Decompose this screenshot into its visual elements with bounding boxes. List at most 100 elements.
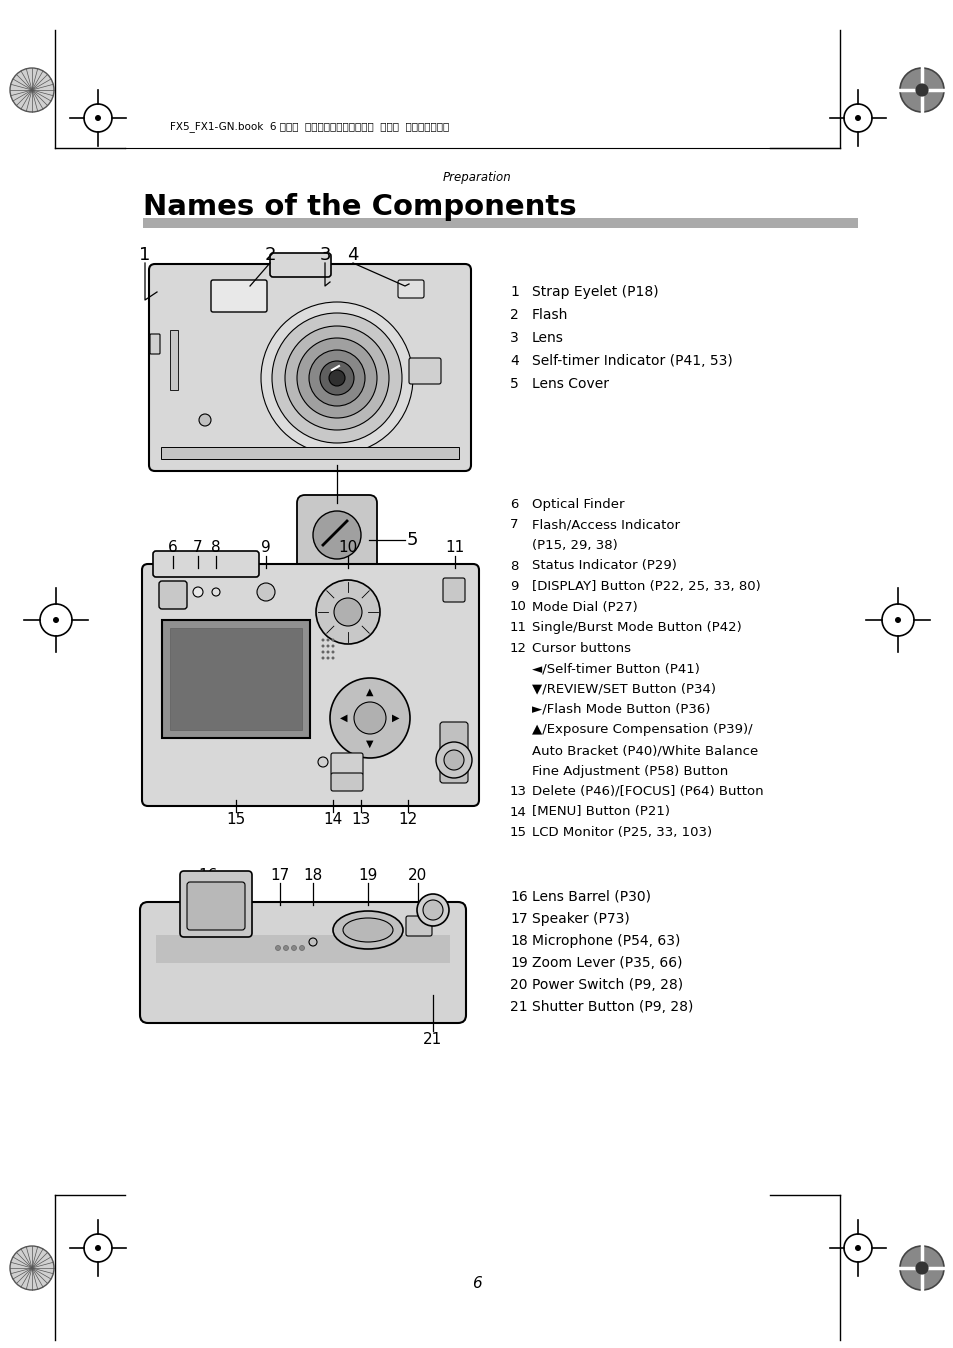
FancyBboxPatch shape (409, 359, 440, 384)
Text: 12: 12 (510, 642, 526, 655)
Text: Single/Burst Mode Button (P42): Single/Burst Mode Button (P42) (532, 621, 741, 634)
Text: 3: 3 (510, 332, 518, 345)
Text: Self-timer Indicator (P41, 53): Self-timer Indicator (P41, 53) (532, 355, 732, 368)
Text: 1: 1 (139, 245, 151, 264)
Text: Mode Dial (P27): Mode Dial (P27) (532, 600, 638, 613)
FancyBboxPatch shape (150, 334, 160, 355)
Text: Auto Bracket (P40)/White Balance: Auto Bracket (P40)/White Balance (532, 744, 758, 758)
Text: 4: 4 (510, 355, 518, 368)
Text: 12: 12 (398, 813, 417, 828)
Text: ▼/REVIEW/SET Button (P34): ▼/REVIEW/SET Button (P34) (532, 682, 716, 696)
Circle shape (321, 639, 324, 642)
Circle shape (272, 313, 401, 443)
Text: ▶: ▶ (392, 713, 399, 723)
Circle shape (321, 651, 324, 654)
Text: 6: 6 (168, 541, 177, 555)
Circle shape (326, 639, 329, 642)
Text: 21: 21 (423, 1033, 442, 1047)
Text: Lens Barrel (P30): Lens Barrel (P30) (532, 890, 650, 905)
Text: 4: 4 (347, 245, 358, 264)
FancyBboxPatch shape (397, 280, 423, 298)
Text: Status Indicator (P29): Status Indicator (P29) (532, 559, 677, 573)
Circle shape (330, 678, 410, 758)
Text: (P15, 29, 38): (P15, 29, 38) (532, 539, 618, 551)
Text: Zoom Lever (P35, 66): Zoom Lever (P35, 66) (532, 956, 681, 971)
Bar (156, 936, 450, 962)
Text: Shutter Button (P9, 28): Shutter Button (P9, 28) (532, 1000, 693, 1014)
Text: Names of the Components: Names of the Components (143, 193, 576, 221)
Circle shape (10, 67, 54, 112)
Text: 18: 18 (303, 868, 322, 883)
Circle shape (422, 900, 442, 919)
Circle shape (212, 588, 220, 596)
Text: 11: 11 (445, 541, 464, 555)
Circle shape (309, 350, 365, 406)
Circle shape (10, 1246, 54, 1290)
Circle shape (256, 582, 274, 601)
Circle shape (299, 945, 304, 950)
Text: 2: 2 (264, 245, 275, 264)
Text: 15: 15 (510, 826, 526, 838)
Text: Power Switch (P9, 28): Power Switch (P9, 28) (532, 979, 682, 992)
Circle shape (331, 656, 335, 659)
Circle shape (315, 580, 379, 644)
Circle shape (899, 67, 943, 112)
Text: FX5_FX1-GN.book  6 ページ  ２００３年１２月１７日  水曜日  午前９時２０分: FX5_FX1-GN.book 6 ページ ２００３年１２月１７日 水曜日 午前… (170, 121, 449, 132)
FancyBboxPatch shape (159, 581, 187, 609)
Text: 6: 6 (510, 497, 517, 511)
Text: 18: 18 (510, 934, 527, 948)
Bar (143, 218, 857, 228)
Text: 13: 13 (351, 813, 371, 828)
Text: 10: 10 (338, 541, 357, 555)
Bar (170, 628, 302, 731)
Text: 3: 3 (319, 245, 331, 264)
Text: [DISPLAY] Button (P22, 25, 33, 80): [DISPLAY] Button (P22, 25, 33, 80) (532, 580, 760, 593)
Text: 8: 8 (510, 559, 517, 573)
Circle shape (313, 511, 360, 559)
FancyBboxPatch shape (406, 917, 432, 936)
Text: ◀: ◀ (340, 713, 348, 723)
Text: ▲: ▲ (366, 687, 374, 697)
Circle shape (199, 414, 211, 426)
Text: 1: 1 (510, 284, 518, 299)
FancyBboxPatch shape (149, 264, 471, 470)
Circle shape (899, 1246, 943, 1290)
Text: Cursor buttons: Cursor buttons (532, 642, 630, 655)
Text: 19: 19 (510, 956, 527, 971)
Circle shape (95, 115, 101, 121)
Text: Delete (P46)/[FOCUS] (P64) Button: Delete (P46)/[FOCUS] (P64) Button (532, 785, 762, 798)
Text: Flash: Flash (532, 307, 568, 322)
Bar (170, 330, 178, 390)
Text: Flash/Access Indicator: Flash/Access Indicator (532, 519, 679, 531)
Text: 13: 13 (510, 785, 526, 798)
Ellipse shape (343, 918, 393, 942)
Circle shape (283, 945, 288, 950)
Text: 2: 2 (510, 307, 518, 322)
Text: ◄/Self-timer Button (P41): ◄/Self-timer Button (P41) (532, 662, 700, 675)
Bar (162, 620, 310, 737)
Circle shape (319, 361, 354, 395)
Circle shape (854, 1246, 861, 1251)
Text: 21: 21 (510, 1000, 527, 1014)
FancyBboxPatch shape (180, 871, 252, 937)
Text: Fine Adjustment (P58) Button: Fine Adjustment (P58) Button (532, 764, 727, 778)
Circle shape (329, 369, 345, 386)
FancyBboxPatch shape (439, 723, 468, 783)
Circle shape (854, 115, 861, 121)
Text: [MENU] Button (P21): [MENU] Button (P21) (532, 806, 669, 818)
Circle shape (354, 702, 386, 735)
Text: 15: 15 (226, 813, 245, 828)
Text: 17: 17 (270, 868, 290, 883)
Circle shape (193, 586, 203, 597)
Circle shape (292, 945, 296, 950)
FancyBboxPatch shape (331, 754, 363, 775)
FancyBboxPatch shape (270, 253, 331, 276)
Text: 20: 20 (510, 979, 527, 992)
Bar (161, 448, 458, 460)
Text: Microphone (P54, 63): Microphone (P54, 63) (532, 934, 679, 948)
Text: 6: 6 (472, 1275, 481, 1290)
Text: LCD Monitor (P25, 33, 103): LCD Monitor (P25, 33, 103) (532, 826, 711, 838)
FancyBboxPatch shape (142, 563, 478, 806)
Circle shape (95, 1246, 101, 1251)
Text: 10: 10 (510, 600, 526, 613)
